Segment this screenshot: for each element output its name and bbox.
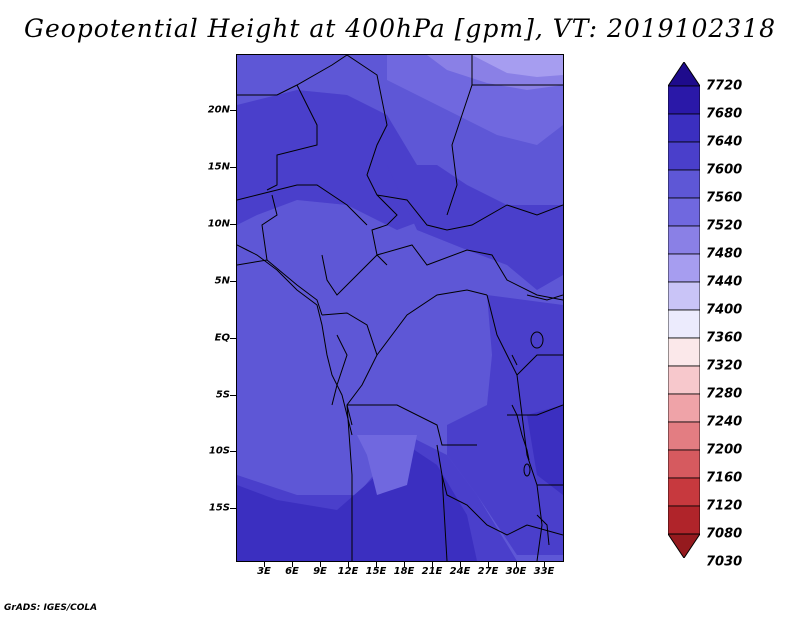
- lat-tick: [230, 167, 236, 168]
- lat-label-10s: 10S: [208, 445, 230, 457]
- geopotential-map: [237, 55, 563, 561]
- lat-label-10n: 10N: [207, 218, 230, 230]
- lon-tick: [264, 562, 265, 567]
- colorbar: [668, 62, 700, 558]
- lat-tick: [230, 451, 236, 452]
- lon-label-15e: 15E: [365, 566, 387, 577]
- colorbar-label: 7200: [706, 442, 743, 458]
- lon-label-12e: 12E: [337, 566, 359, 577]
- colorbar-swatch: [668, 309, 700, 339]
- colorbar-label: 7520: [706, 218, 743, 234]
- colorbar-swatch: [668, 421, 700, 451]
- lon-label-21e: 21E: [421, 566, 443, 577]
- borders: [237, 55, 563, 561]
- plot-title: Geopotential Height at 400hPa [gpm], VT:…: [23, 14, 777, 43]
- lat-tick: [230, 224, 236, 225]
- colorbar-swatch: [668, 225, 700, 255]
- colorbar-label: 7160: [706, 470, 743, 486]
- colorbar-swatch: [668, 477, 700, 507]
- colorbar-label: 7030: [706, 554, 743, 570]
- lon-tick: [488, 562, 489, 567]
- lat-label-20n: 20N: [207, 104, 230, 116]
- colorbar-swatch: [668, 505, 700, 535]
- colorbar-bottom-arrow: [668, 533, 700, 558]
- lon-tick: [404, 562, 405, 567]
- lat-tick: [230, 110, 236, 111]
- lon-tick: [292, 562, 293, 567]
- colorbar-label: 7280: [706, 386, 743, 402]
- colorbar-swatch: [668, 141, 700, 171]
- lat-tick: [230, 508, 236, 509]
- lon-label-24e: 24E: [449, 566, 471, 577]
- lat-tick: [230, 395, 236, 396]
- colorbar-label: 7240: [706, 414, 743, 430]
- colorbar-label: 7720: [706, 78, 743, 94]
- lat-label-15n: 15N: [207, 161, 230, 173]
- lon-label-18e: 18E: [393, 566, 415, 577]
- lat-label-15s: 15S: [208, 502, 230, 514]
- shade-7640-south: [237, 445, 477, 561]
- colorbar-swatch: [668, 253, 700, 283]
- lakes: [511, 331, 550, 546]
- lat-tick: [230, 338, 236, 339]
- lon-tick: [376, 562, 377, 567]
- lat-tick: [230, 281, 236, 282]
- colorbar-label: 7640: [706, 134, 743, 150]
- lon-tick: [516, 562, 517, 567]
- colorbar-label: 7560: [706, 190, 743, 206]
- colorbar-label: 7360: [706, 330, 743, 346]
- lon-tick: [320, 562, 321, 567]
- colorbar-swatch: [668, 393, 700, 423]
- colorbar-label: 7080: [706, 526, 743, 542]
- colorbar-swatch: [668, 449, 700, 479]
- map-panel: [236, 54, 564, 562]
- colorbar-swatch: [668, 85, 700, 115]
- lon-label-6e: 6E: [285, 566, 299, 577]
- colorbar-label: 7320: [706, 358, 743, 374]
- lon-label-30e: 30E: [505, 566, 527, 577]
- lat-label-eq: EQ: [214, 332, 230, 344]
- lon-tick: [432, 562, 433, 567]
- colorbar-swatch: [668, 365, 700, 395]
- shade-north-7440: [472, 55, 563, 77]
- lon-tick: [544, 562, 545, 567]
- lat-label-5n: 5N: [214, 275, 230, 287]
- shade-7600-southeast: [447, 295, 563, 555]
- shade-7640-east: [527, 405, 563, 495]
- lon-label-9e: 9E: [313, 566, 327, 577]
- lon-tick: [460, 562, 461, 567]
- colorbar-label: 7120: [706, 498, 743, 514]
- shade-7520-pocket: [357, 435, 417, 495]
- colorbar-label: 7680: [706, 106, 743, 122]
- colorbar-swatch: [668, 113, 700, 143]
- colorbar-label: 7480: [706, 246, 743, 262]
- colorbar-swatch: [668, 169, 700, 199]
- colorbar-swatch: [668, 337, 700, 367]
- colorbar-label: 7440: [706, 274, 743, 290]
- shade-7600-east: [387, 165, 563, 290]
- grads-credit: GrADS: IGES/COLA: [4, 603, 98, 613]
- colorbar-top-arrow: [668, 62, 700, 87]
- lon-label-3e: 3E: [257, 566, 271, 577]
- lon-label-33e: 33E: [533, 566, 555, 577]
- lat-label-5s: 5S: [215, 389, 230, 401]
- colorbar-swatch: [668, 281, 700, 311]
- lon-tick: [348, 562, 349, 567]
- lon-label-27e: 27E: [477, 566, 499, 577]
- colorbar-label: 7600: [706, 162, 743, 178]
- colorbar-label: 7400: [706, 302, 743, 318]
- colorbar-swatch: [668, 197, 700, 227]
